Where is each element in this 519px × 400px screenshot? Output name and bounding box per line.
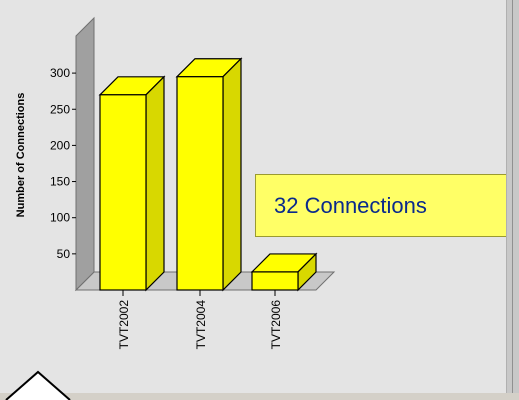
right-panel-border xyxy=(506,0,519,393)
y-tick-label: 100 xyxy=(50,211,70,225)
bar xyxy=(176,76,224,291)
bar xyxy=(251,271,299,291)
bar-side-face xyxy=(222,57,242,292)
x-tick-label: TVT2004 xyxy=(194,300,208,350)
y-tick-label: 250 xyxy=(50,102,70,116)
y-axis-label: Number of Connections xyxy=(15,93,27,218)
tooltip-text: 32 Connections xyxy=(274,192,427,218)
y-tick-label: 50 xyxy=(57,247,71,261)
bar-side-face xyxy=(145,75,165,292)
y-tick-label: 300 xyxy=(50,66,70,80)
corner-arrow-icon xyxy=(5,370,71,400)
x-tick-label: TVT2002 xyxy=(117,300,131,350)
chart-back-wall xyxy=(75,16,95,292)
bar-tooltip: 32 Connections xyxy=(255,174,518,237)
y-tick-label: 200 xyxy=(50,138,70,152)
y-tick-label: 150 xyxy=(50,175,70,189)
x-tick-label: TVT2006 xyxy=(269,300,283,350)
bar xyxy=(99,94,147,291)
